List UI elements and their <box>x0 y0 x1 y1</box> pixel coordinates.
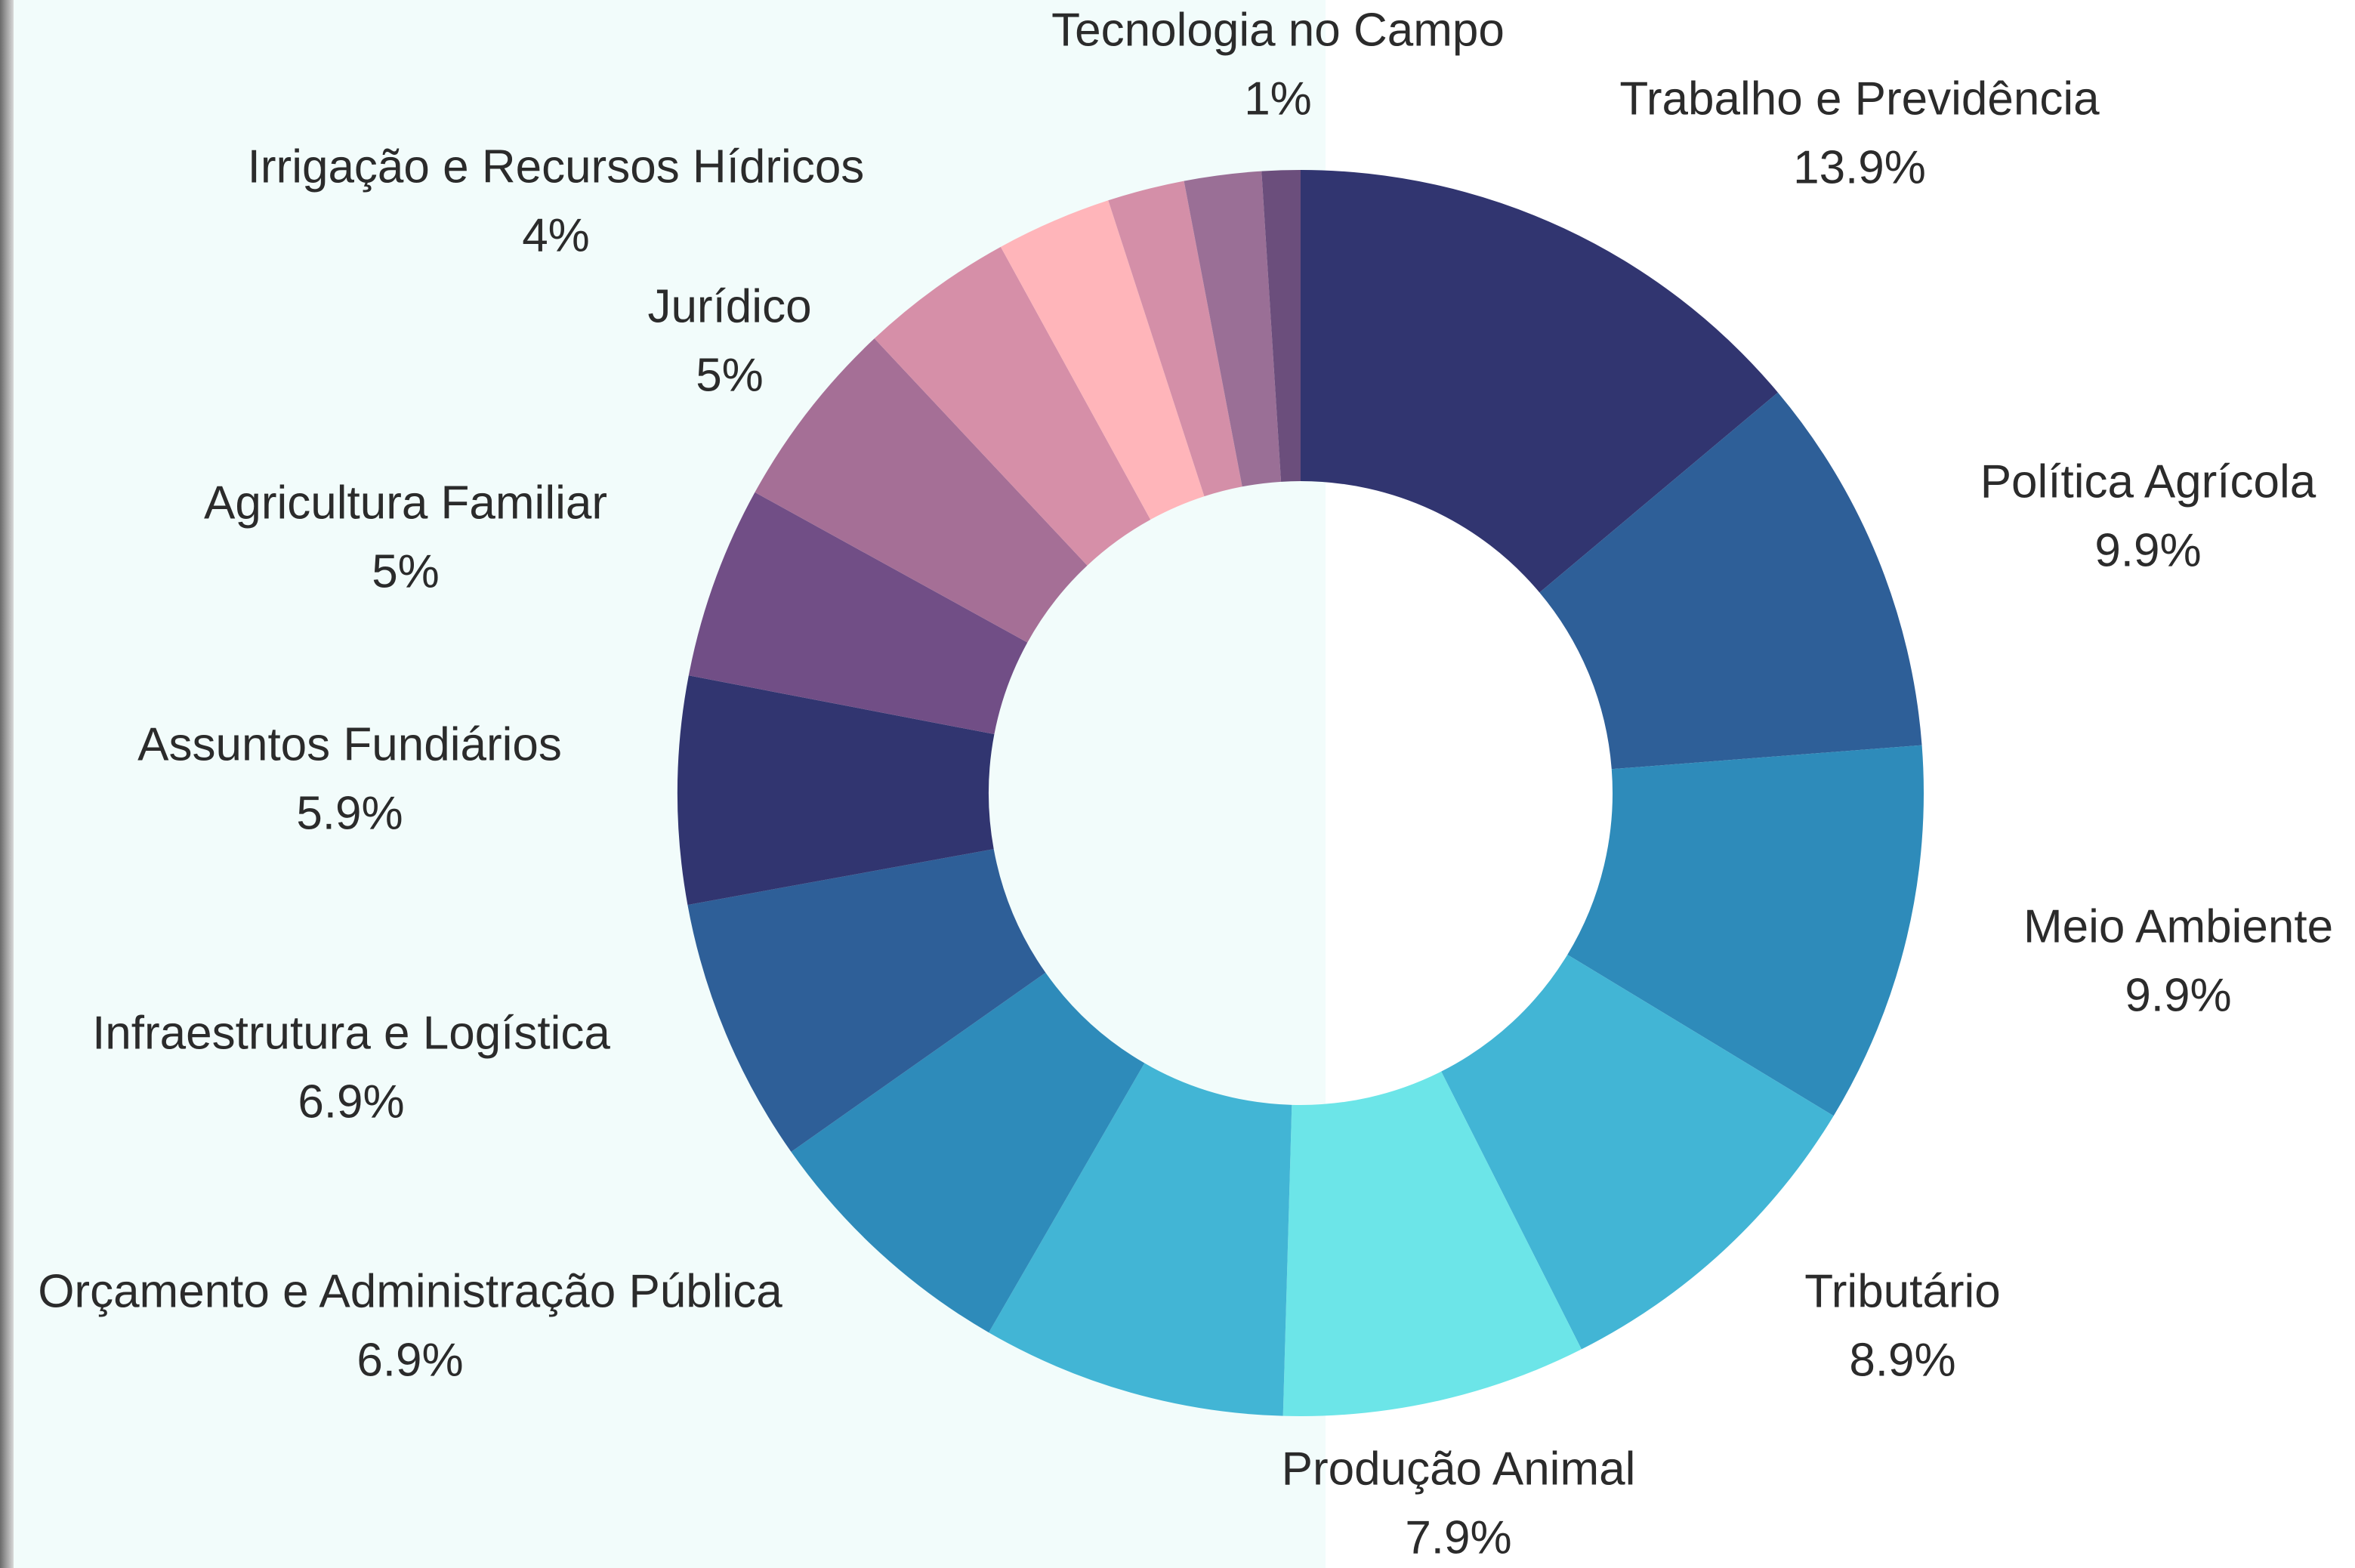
donut-slice <box>1184 171 1282 487</box>
slice-value-label: 6.9% <box>298 1076 404 1128</box>
slice-value-label: 1% <box>1244 73 1312 125</box>
slice-label: Meio Ambiente <box>2023 900 2333 952</box>
donut-slice <box>874 246 1151 566</box>
slice-label: Jurídico <box>647 280 811 332</box>
slice-label: Tributário <box>1804 1265 2001 1317</box>
slice-label: Política Agrícola <box>1980 455 2316 508</box>
donut-slice <box>688 492 1028 735</box>
slice-label: Agricultura Familiar <box>204 477 607 529</box>
slice-value-label: 5% <box>696 349 764 401</box>
slice-value-label: 9.9% <box>2094 524 2201 576</box>
donut-slice <box>755 338 1088 643</box>
slice-value-label: 8.9% <box>1849 1334 1955 1386</box>
slice-label: Irrigação e Recursos Hídricos <box>248 140 865 193</box>
slice-value-label: 6.9% <box>356 1334 463 1386</box>
donut-slice <box>1301 170 1778 593</box>
donut-slice <box>687 849 1046 1153</box>
donut-slice <box>1282 1071 1582 1416</box>
slice-value-label: 7.9% <box>1405 1511 1511 1563</box>
slice-label: Infraestrutura e Logística <box>92 1007 610 1059</box>
slice-value-label: 5.9% <box>296 787 403 839</box>
slice-label: Trabalho e Previdência <box>1619 73 2100 125</box>
edge-strip <box>0 0 14 1568</box>
donut-slice <box>1441 954 1834 1350</box>
slice-value-label: 5% <box>372 545 440 597</box>
donut-slice <box>791 972 1145 1333</box>
labels: Trabalho e Previdência 13.9% Política Agrí… <box>38 4 2333 1563</box>
donut-slice <box>677 675 995 906</box>
donut <box>677 170 1924 1416</box>
donut-slice <box>1567 745 1924 1116</box>
donut-slice <box>1539 392 1922 770</box>
donut-slice <box>989 1063 1292 1416</box>
slice-label: Produção Animal <box>1282 1443 1636 1495</box>
slice-value-label: 4% <box>522 209 590 261</box>
slice-value-label: 9.9% <box>2125 969 2231 1021</box>
donut-slice <box>1000 200 1205 520</box>
donut-slice <box>1108 181 1242 497</box>
slice-label: Orçamento e Administração Pública <box>38 1265 782 1317</box>
slice-value-label: 13.9% <box>1793 141 1926 193</box>
slice-label: Tecnologia no Campo <box>1051 4 1505 56</box>
donut-slice <box>1261 170 1301 482</box>
slice-label: Assuntos Fundiários <box>137 718 562 770</box>
